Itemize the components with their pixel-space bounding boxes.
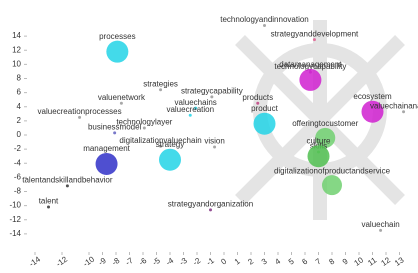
bubble [379,229,382,232]
x-tick-label: -14 [27,254,42,268]
bubble [120,102,123,105]
bubble [159,149,181,171]
y-tick-label: -8 [14,187,22,196]
point-label: digitalizationofproductandservice [274,166,391,175]
x-tick-label: -1 [205,256,216,268]
point-label: valuechainanalysis [370,101,418,110]
point-label: ecosystem [353,92,392,101]
y-tick-label: -14 [9,229,21,238]
x-tick-label: 10 [353,255,366,268]
x-tick-label: 12 [380,255,393,268]
point-label: businessmodel [88,122,142,131]
y-tick-label: 4 [17,102,22,111]
x-tick-label: -8 [110,256,121,268]
bubble [113,131,116,134]
y-tick-label: 12 [12,45,21,54]
x-tick-label: 7 [314,256,323,266]
point-label: management [83,144,130,153]
bubble [159,88,162,91]
x-tick-label: -9 [97,256,108,268]
point-label: strategy [156,140,184,149]
bubble [96,153,118,175]
x-tick-label: 13 [393,255,406,268]
x-tick-label: -6 [137,256,148,268]
x-tick-label: 3 [260,256,269,266]
bubble [189,114,192,117]
point-label: vision [204,137,224,146]
y-tick-label: 10 [12,59,21,68]
point-label: strategycapability [181,86,243,95]
point-label: datamanagement [279,60,342,69]
bubble [313,38,316,41]
bubble [299,69,321,91]
point-label: valuecreationprocesses [38,107,122,116]
point-label: talentandskillandbehavior [22,175,113,184]
point-label: valuecreation [166,105,214,114]
x-tick-label: -10 [81,254,96,268]
x-tick-label: 5 [287,256,296,266]
x-tick-label: 4 [273,256,282,266]
x-tick-label: 11 [366,255,378,267]
bubble [106,41,128,63]
chart: 14121086420-2-4-6-8-10-12-14-14-12-10-9-… [0,0,418,273]
x-tick-label: -12 [54,254,69,268]
x-tick-label: 6 [300,256,309,266]
y-tick-label: 0 [17,130,22,139]
x-tick-label: -7 [124,256,135,268]
point-label: talent [39,197,59,206]
point-label: product [251,104,278,113]
y-tick-label: 14 [12,31,21,40]
bubble [78,116,81,119]
bubble [143,126,146,129]
point-label: products [242,93,273,102]
x-tick-label: -4 [164,256,175,268]
x-tick-label: -5 [151,256,162,268]
point-label: offeringtocustomer [292,119,358,128]
x-tick-label: 2 [246,256,255,266]
bubble [402,110,405,113]
point-label: strategyanddevelopment [271,29,359,38]
point-label: technologyandinnovation [220,15,309,24]
x-tick-label: 8 [327,256,336,266]
y-tick-label: 8 [17,74,22,83]
y-tick-label: -12 [9,215,21,224]
x-tick-label: 0 [219,256,228,266]
bubble [209,208,212,211]
y-tick-label: 6 [17,88,22,97]
point-label: culture [306,136,331,145]
bubble [263,24,266,27]
bubble [213,146,216,149]
point-label: strategies [143,79,178,88]
point-label: strategyandorganization [168,199,253,208]
y-tick-label: 2 [17,116,22,125]
y-tick-label: -4 [14,158,22,167]
bubble [47,206,50,209]
y-tick-label: -10 [9,201,21,210]
bubble [66,184,69,187]
x-tick-label: 1 [233,256,242,266]
point-label: processes [99,32,135,41]
x-tick-label: 9 [341,256,350,266]
y-tick-label: -6 [14,172,22,181]
x-tick-label: -2 [191,256,202,268]
bubble [322,175,342,195]
y-tick-label: -2 [14,144,22,153]
bubble [254,113,276,135]
bubble [308,145,330,167]
point-label: valuechain [361,220,399,229]
point-label: valuenetwork [98,93,146,102]
x-tick-label: -3 [178,256,189,268]
